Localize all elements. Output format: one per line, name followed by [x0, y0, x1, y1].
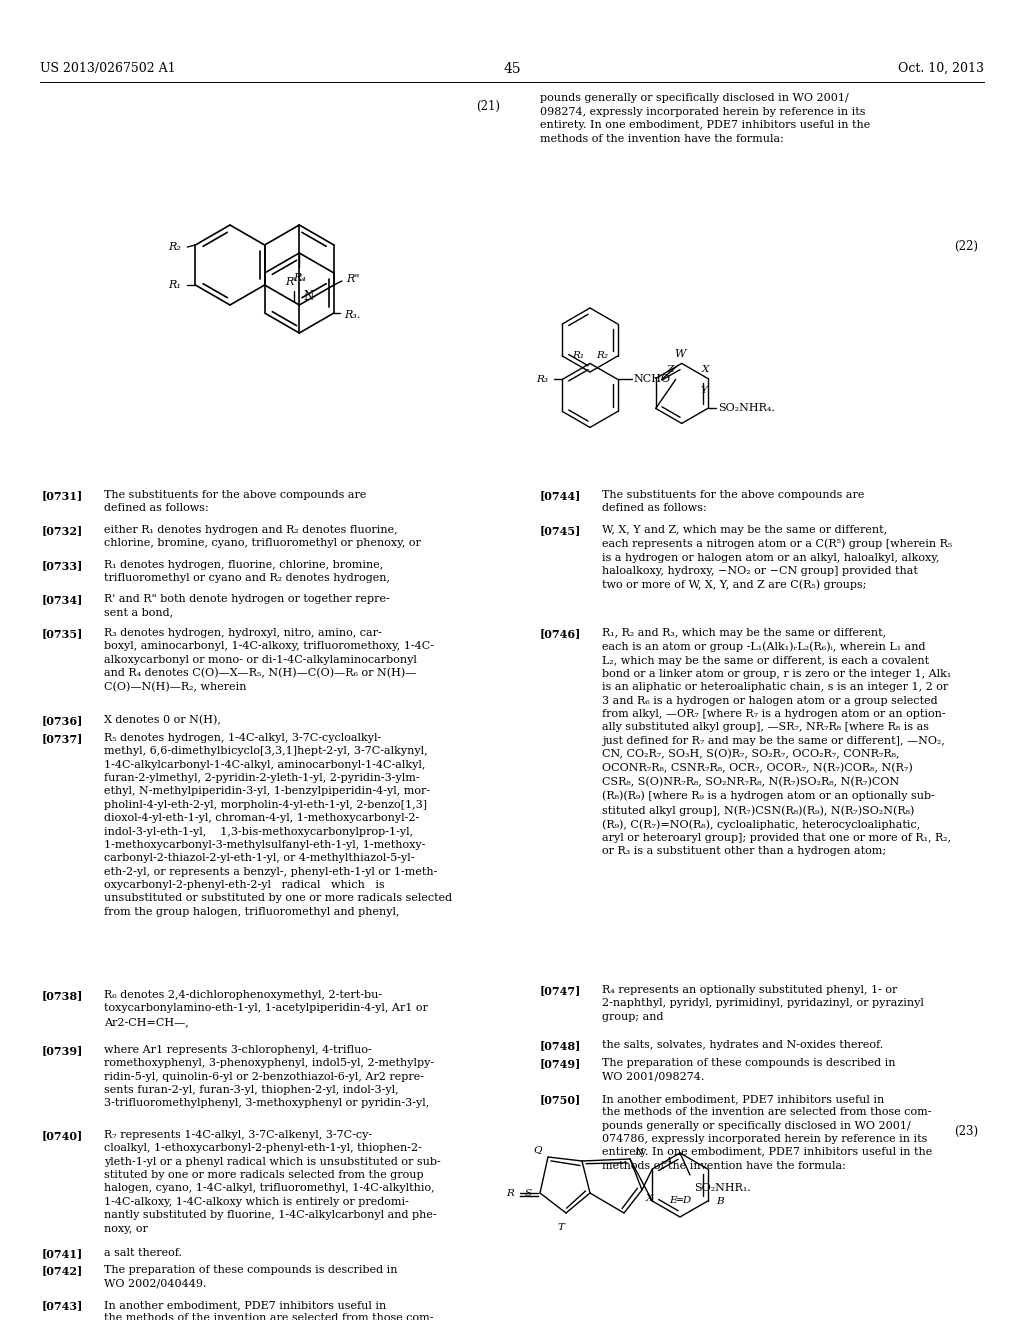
Text: R₆ denotes 2,4-dichlorophenoxymethyl, 2-tert-bu-
toxycarbonylamino-eth-1-yl, 1-a: R₆ denotes 2,4-dichlorophenoxymethyl, 2-… [104, 990, 428, 1027]
Text: X: X [701, 366, 709, 375]
Text: S: S [525, 1188, 532, 1197]
Text: [0746]: [0746] [540, 628, 582, 639]
Text: R: R [506, 1188, 514, 1197]
Text: [0731]: [0731] [42, 490, 83, 502]
Text: X: X [646, 1195, 653, 1203]
Text: R₃: R₃ [537, 375, 548, 384]
Text: [0750]: [0750] [540, 1094, 582, 1105]
Text: R₁: R₁ [169, 280, 181, 290]
Text: In another embodiment, PDE7 inhibitors useful in
the methods of the invention ar: In another embodiment, PDE7 inhibitors u… [104, 1300, 433, 1320]
Text: R₃ denotes hydrogen, hydroxyl, nitro, amino, car-
boxyl, aminocarbonyl, 1-4C-alk: R₃ denotes hydrogen, hydroxyl, nitro, am… [104, 628, 434, 693]
Text: R': R' [286, 277, 297, 286]
Text: (22): (22) [954, 240, 978, 253]
Text: Z: Z [667, 366, 674, 375]
Text: R₂: R₂ [169, 242, 181, 252]
Text: The preparation of these compounds is described in
WO 2002/040449.: The preparation of these compounds is de… [104, 1265, 397, 1288]
Text: R₁, R₂ and R₃, which may be the same or different,
each is an atom or group -L₁(: R₁, R₂ and R₃, which may be the same or … [602, 628, 951, 857]
Text: [0749]: [0749] [540, 1059, 582, 1069]
Text: [0737]: [0737] [42, 733, 83, 744]
Text: T: T [557, 1224, 564, 1232]
Text: R₁ denotes hydrogen, fluorine, chlorine, bromine,
trifluoromethyl or cyano and R: R₁ denotes hydrogen, fluorine, chlorine,… [104, 560, 390, 583]
Text: R₄ represents an optionally substituted phenyl, 1- or
2-naphthyl, pyridyl, pyrim: R₄ represents an optionally substituted … [602, 985, 924, 1022]
Text: N: N [303, 290, 313, 304]
Text: R₁: R₁ [572, 351, 584, 360]
Text: R": R" [346, 275, 359, 284]
Text: [0739]: [0739] [42, 1045, 83, 1056]
Text: [0732]: [0732] [42, 525, 83, 536]
Text: The preparation of these compounds is described in
WO 2001/098274.: The preparation of these compounds is de… [602, 1059, 896, 1081]
Text: W, X, Y and Z, which may be the same or different,
each represents a nitrogen at: W, X, Y and Z, which may be the same or … [602, 525, 952, 590]
Text: US 2013/0267502 A1: US 2013/0267502 A1 [40, 62, 176, 75]
Text: [0744]: [0744] [540, 490, 582, 502]
Text: either R₁ denotes hydrogen and R₂ denotes fluorine,
chlorine, bromine, cyano, tr: either R₁ denotes hydrogen and R₂ denote… [104, 525, 421, 548]
Text: R₇ represents 1-4C-alkyl, 3-7C-alkenyl, 3-7C-cy-
cloalkyl, 1-ethoxycarbonyl-2-ph: R₇ represents 1-4C-alkyl, 3-7C-alkenyl, … [104, 1130, 440, 1233]
Text: R₃.: R₃. [344, 310, 360, 319]
Text: [0741]: [0741] [42, 1247, 83, 1259]
Text: [0734]: [0734] [42, 594, 83, 605]
Text: (21): (21) [476, 100, 500, 114]
Text: A: A [665, 1158, 672, 1166]
Text: a salt thereof.: a salt thereof. [104, 1247, 182, 1258]
Text: Y: Y [700, 387, 708, 396]
Text: [0742]: [0742] [42, 1265, 83, 1276]
Text: W: W [674, 350, 685, 359]
Text: Oct. 10, 2013: Oct. 10, 2013 [898, 62, 984, 75]
Text: The substituents for the above compounds are
defined as follows:: The substituents for the above compounds… [602, 490, 864, 513]
Text: SO₂NHR₄.: SO₂NHR₄. [718, 404, 774, 413]
Text: [0735]: [0735] [42, 628, 83, 639]
Text: [0736]: [0736] [42, 715, 83, 726]
Text: R₂: R₂ [596, 351, 608, 360]
Text: E═D: E═D [669, 1196, 691, 1205]
Text: NCHO: NCHO [634, 375, 671, 384]
Text: [0733]: [0733] [42, 560, 83, 572]
Text: the salts, solvates, hydrates and N-oxides thereof.: the salts, solvates, hydrates and N-oxid… [602, 1040, 884, 1049]
Text: SO₂NHR₁.: SO₂NHR₁. [694, 1183, 751, 1193]
Text: X denotes 0 or N(H),: X denotes 0 or N(H), [104, 715, 221, 726]
Text: [0743]: [0743] [42, 1300, 83, 1311]
Text: pounds generally or specifically disclosed in WO 2001/
098274, expressly incorpo: pounds generally or specifically disclos… [540, 92, 870, 144]
Text: where Ar1 represents 3-chlorophenyl, 4-trifluo-
romethoxyphenyl, 3-phenoxyphenyl: where Ar1 represents 3-chlorophenyl, 4-t… [104, 1045, 434, 1109]
Text: The substituents for the above compounds are
defined as follows:: The substituents for the above compounds… [104, 490, 367, 513]
Text: [0747]: [0747] [540, 985, 582, 997]
Text: [0738]: [0738] [42, 990, 83, 1001]
Text: B: B [716, 1196, 723, 1205]
Text: In another embodiment, PDE7 inhibitors useful in
the methods of the invention ar: In another embodiment, PDE7 inhibitors u… [602, 1094, 932, 1171]
Text: [0740]: [0740] [42, 1130, 83, 1140]
Text: N: N [634, 1148, 643, 1158]
Text: 45: 45 [503, 62, 521, 77]
Text: R₅ denotes hydrogen, 1-4C-alkyl, 3-7C-cycloalkyl-
methyl, 6,6-dimethylbicyclo[3,: R₅ denotes hydrogen, 1-4C-alkyl, 3-7C-cy… [104, 733, 453, 916]
Text: (23): (23) [954, 1125, 978, 1138]
Text: [0748]: [0748] [540, 1040, 582, 1051]
Text: Q: Q [534, 1144, 542, 1154]
Text: [0745]: [0745] [540, 525, 582, 536]
Text: R₄: R₄ [293, 273, 306, 282]
Text: R' and R" both denote hydrogen or together repre-
sent a bond,: R' and R" both denote hydrogen or togeth… [104, 594, 390, 618]
